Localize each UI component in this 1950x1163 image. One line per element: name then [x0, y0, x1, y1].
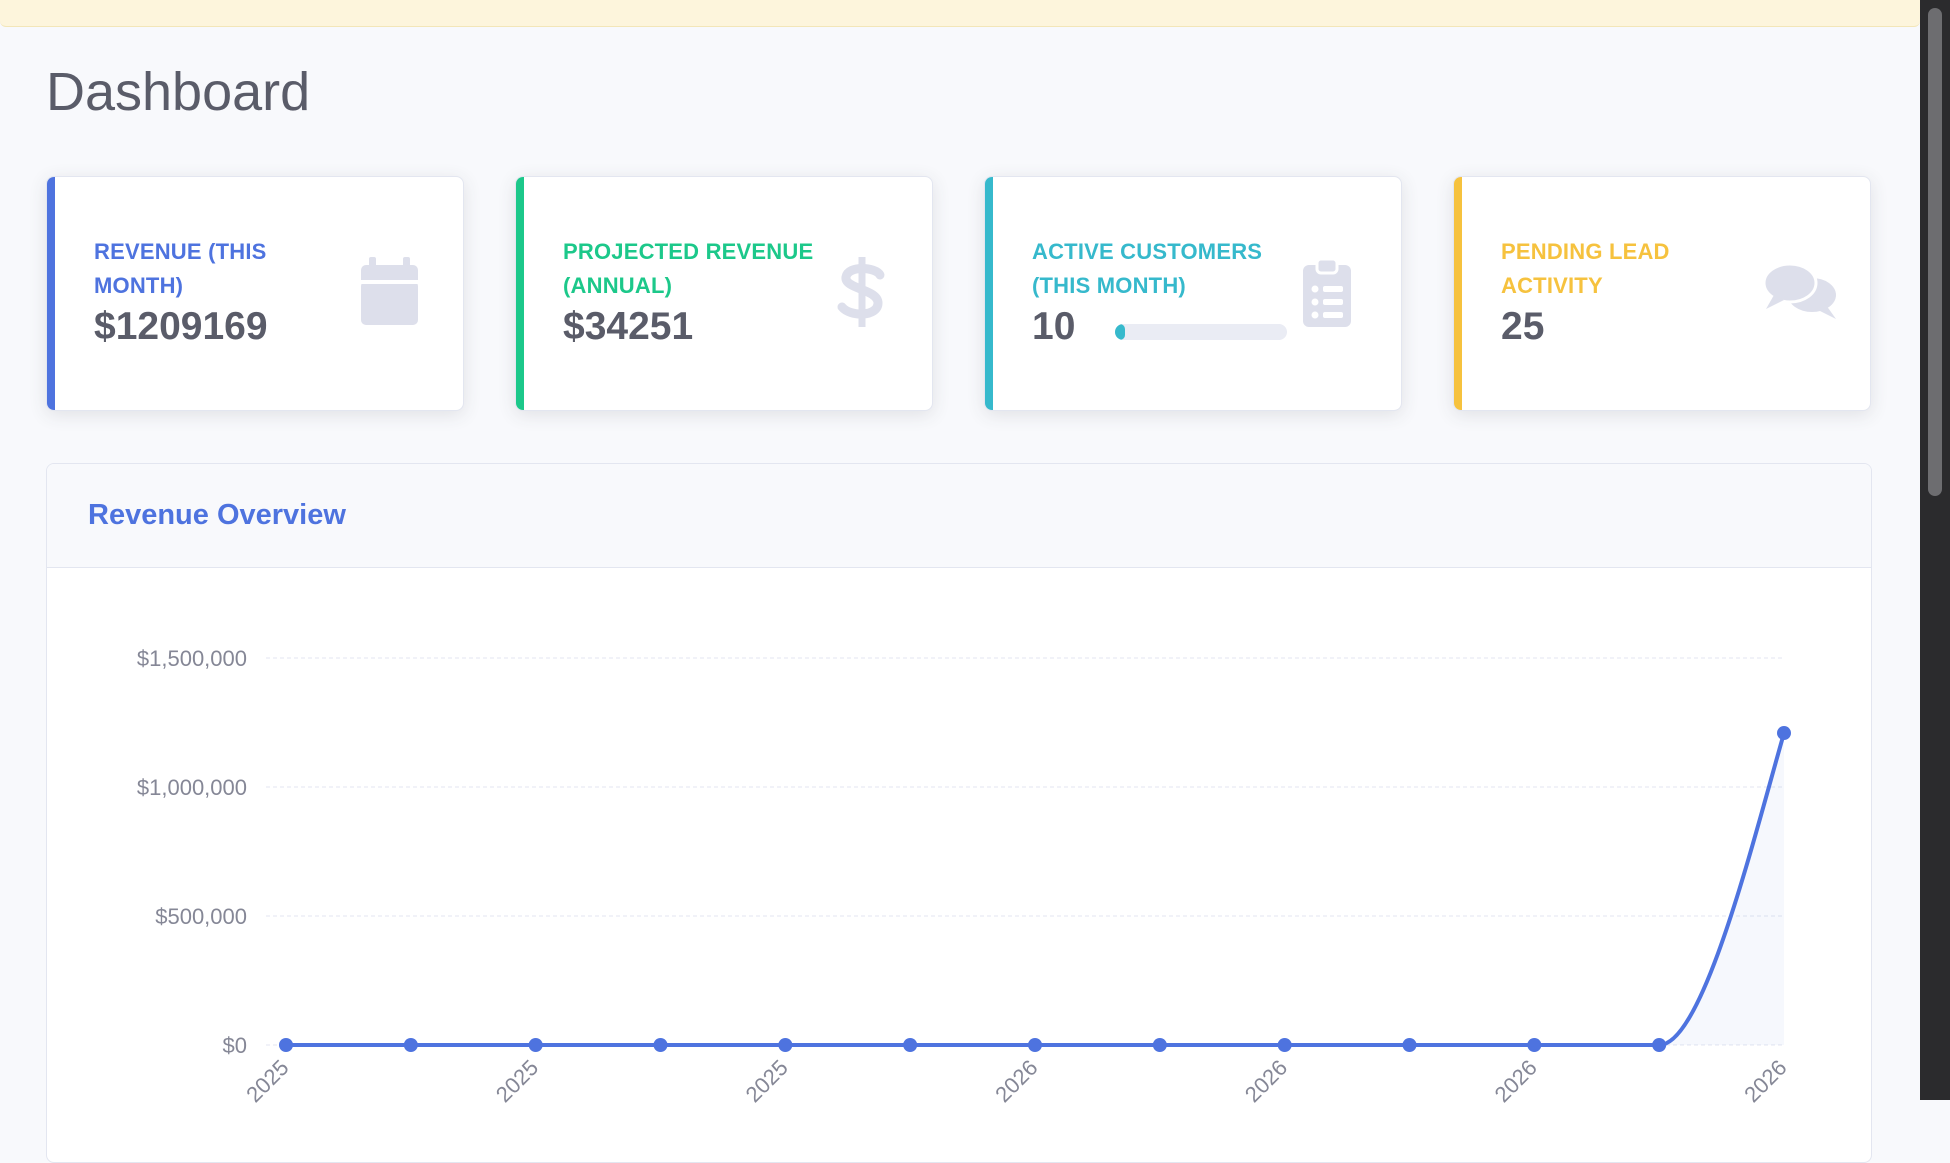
- progress-fill: [1115, 324, 1126, 340]
- series-line: [286, 732, 1786, 1047]
- card-value: $1209169: [94, 305, 268, 348]
- data-point: [653, 1038, 668, 1052]
- y-tick-label: $1,000,000: [137, 775, 247, 800]
- data-point: [1277, 1038, 1292, 1052]
- data-point: [1028, 1038, 1042, 1052]
- page-title: Dashboard: [46, 62, 311, 122]
- card-label: Active Customers (This Month): [1032, 239, 1263, 298]
- data-point: [279, 1038, 293, 1052]
- calendar-icon: [361, 257, 418, 325]
- card-value: $34251: [563, 305, 694, 348]
- card-label: Pending Lead Activity: [1501, 239, 1670, 298]
- revenue-area-chart: $0 $500,000 $1,000,000 $1,500,000 2025 2025 20…: [137, 646, 1792, 1107]
- data-point: [528, 1038, 543, 1052]
- clipboard-list-icon: [1303, 257, 1351, 327]
- x-tick-label: 2025: [241, 1055, 293, 1107]
- y-tick-label: $0: [223, 1033, 247, 1058]
- pending-leads-card: Pending Lead Activity 25: [1453, 176, 1871, 411]
- card-label: Projected Revenue (Annual): [563, 239, 814, 298]
- y-tick-label: $1,500,000: [137, 646, 247, 671]
- x-tick-label: 2026: [990, 1055, 1042, 1107]
- card-value: 10: [1032, 305, 1076, 348]
- data-point: [778, 1038, 793, 1052]
- x-tick-label: 2025: [491, 1055, 543, 1107]
- y-tick-label: $500,000: [155, 904, 247, 929]
- card-accent: [1454, 177, 1462, 410]
- card-accent: [985, 177, 993, 410]
- revenue-month-card: Revenue (This Month) $1209169: [46, 176, 464, 411]
- active-customers-card: Active Customers (This Month) 10: [984, 176, 1402, 411]
- x-tick-label: 2026: [1240, 1055, 1292, 1107]
- scrollbar[interactable]: [1920, 0, 1950, 1100]
- scrollbar-thumb[interactable]: [1928, 8, 1942, 496]
- data-point: [1402, 1038, 1417, 1052]
- dollar-icon: [837, 257, 885, 327]
- customers-progress-bar: [1115, 324, 1287, 340]
- area-fill: [286, 733, 1784, 1045]
- data-point: [403, 1038, 418, 1052]
- data-point: [1152, 1038, 1167, 1052]
- data-point: [1527, 1038, 1542, 1052]
- x-tick-label: 2026: [1739, 1055, 1791, 1107]
- projected-revenue-card: Projected Revenue (Annual) $34251: [515, 176, 933, 411]
- comments-icon: [1762, 262, 1836, 319]
- card-value: 25: [1501, 305, 1545, 348]
- notice-banner: [0, 0, 1920, 27]
- chart-title: Revenue Overview: [88, 499, 346, 531]
- chart-header: Revenue Overview: [47, 464, 1871, 568]
- card-accent: [47, 177, 55, 410]
- x-tick-label: 2025: [741, 1055, 793, 1107]
- card-accent: [516, 177, 524, 410]
- data-point: [903, 1038, 918, 1052]
- x-tick-label: 2026: [1490, 1055, 1542, 1107]
- data-point: [1777, 726, 1791, 741]
- data-point: [1652, 1038, 1667, 1052]
- revenue-overview-card: Revenue Overview $0 $500,000 $1,000,000 $1,…: [46, 463, 1872, 1163]
- card-label: Revenue (This Month): [94, 239, 267, 298]
